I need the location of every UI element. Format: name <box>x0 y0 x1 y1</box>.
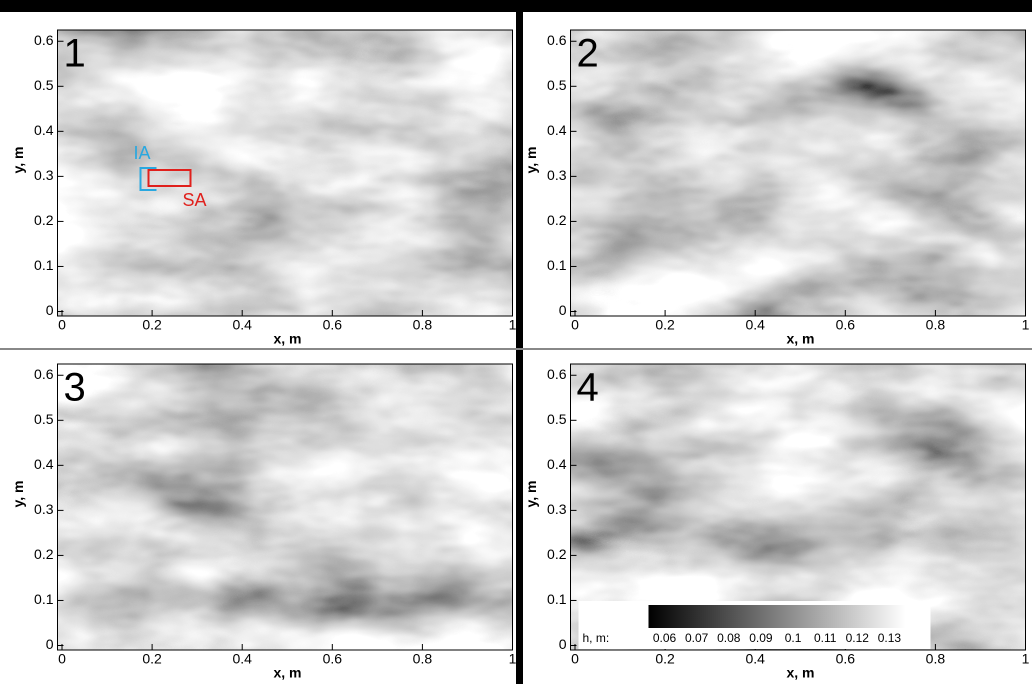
column-divider <box>516 0 523 684</box>
colorbar-tick-label: 0.12 <box>846 631 870 645</box>
x-tick-label: 0.2 <box>655 651 675 667</box>
x-tick-label: 1 <box>509 651 517 667</box>
ia-bracket <box>139 167 157 191</box>
x-tick-label: 0.6 <box>323 651 343 667</box>
plot-frame <box>57 29 513 317</box>
height-field <box>570 30 1026 316</box>
colorbar-tick-label: 0.08 <box>717 631 741 645</box>
x-tick-label: 0.2 <box>142 651 162 667</box>
y-tick-label: 0.4 <box>547 456 567 472</box>
plot-frame <box>570 29 1026 317</box>
y-tick-label: 0.4 <box>547 122 567 138</box>
x-tick-label: 1 <box>509 317 517 333</box>
x-tick-label: 0.8 <box>413 317 433 333</box>
y-tick-label: 0.2 <box>547 546 567 562</box>
y-tick-label: 0.1 <box>34 591 54 607</box>
y-tick-label: 0.2 <box>547 212 567 228</box>
y-axis-label: y, m <box>523 481 539 508</box>
y-tick-label: 0.1 <box>34 257 54 273</box>
plot-frame <box>57 363 513 651</box>
panel-label: 1 <box>64 32 86 76</box>
colorbar <box>648 605 906 628</box>
y-axis-label: y, m <box>10 147 26 174</box>
sa-box <box>147 169 192 187</box>
y-tick-label: 0.3 <box>34 167 54 183</box>
y-tick-label: 0.4 <box>34 456 54 472</box>
panel-label: 4 <box>577 366 599 410</box>
x-tick-label: 0.4 <box>232 317 252 333</box>
y-tick-label: 0.3 <box>547 167 567 183</box>
x-tick-label: 0 <box>58 651 66 667</box>
x-tick-label: 0 <box>571 651 579 667</box>
annotation: IA <box>134 143 151 163</box>
y-tick-label: 0.2 <box>34 546 54 562</box>
height-field <box>57 30 513 316</box>
y-tick-label: 0.1 <box>547 257 567 273</box>
y-tick-label: 0.2 <box>34 212 54 228</box>
x-tick-label: 0.2 <box>655 317 675 333</box>
x-tick-label: 0.8 <box>413 651 433 667</box>
x-axis-label: x, m <box>786 331 814 347</box>
x-tick-label: 1 <box>1022 317 1030 333</box>
y-tick-label: 0.4 <box>34 122 54 138</box>
x-tick-label: 0.2 <box>142 317 162 333</box>
x-tick-label: 1 <box>1022 651 1030 667</box>
plot-frame <box>570 363 1026 651</box>
colorbar-tick-label: 0.09 <box>749 631 773 645</box>
y-tick-label: 0.3 <box>34 501 54 517</box>
x-tick-label: 0.6 <box>323 317 343 333</box>
x-tick-label: 0.4 <box>745 651 765 667</box>
height-field <box>57 364 513 650</box>
y-tick-label: 0.6 <box>34 366 54 382</box>
x-tick-label: 0 <box>571 317 579 333</box>
x-tick-label: 0.6 <box>836 317 856 333</box>
x-tick-label: 0.4 <box>232 651 252 667</box>
y-tick-label: 0 <box>46 302 54 318</box>
y-tick-label: 0.5 <box>547 77 567 93</box>
y-tick-label: 0 <box>46 636 54 652</box>
x-axis-label: x, m <box>786 665 814 681</box>
x-tick-label: 0.4 <box>745 317 765 333</box>
colorbar-tick-label: 0.1 <box>785 631 802 645</box>
y-tick-label: 0.5 <box>34 77 54 93</box>
y-tick-label: 0.6 <box>547 366 567 382</box>
y-axis-label: y, m <box>523 147 539 174</box>
y-tick-label: 0.6 <box>547 32 567 48</box>
panel-label: 3 <box>64 366 86 410</box>
x-axis-label: x, m <box>273 665 301 681</box>
y-axis-label: y, m <box>10 481 26 508</box>
panel-label: 2 <box>577 32 599 76</box>
y-tick-label: 0.5 <box>34 411 54 427</box>
y-tick-label: 0 <box>559 636 567 652</box>
y-tick-label: 0.5 <box>547 411 567 427</box>
colorbar-label: h, m: <box>583 631 610 645</box>
x-tick-label: 0.6 <box>836 651 856 667</box>
x-tick-label: 0 <box>58 317 66 333</box>
y-tick-label: 0.1 <box>547 591 567 607</box>
x-tick-label: 0.8 <box>926 651 946 667</box>
colorbar-tick-label: 0.07 <box>685 631 709 645</box>
x-tick-label: 0.8 <box>926 317 946 333</box>
colorbar-tick-label: 0.06 <box>653 631 677 645</box>
y-tick-label: 0.3 <box>547 501 567 517</box>
annotation: SA <box>183 190 207 210</box>
x-axis-label: x, m <box>273 331 301 347</box>
y-tick-label: 0 <box>559 302 567 318</box>
colorbar-tick-label: 0.11 <box>814 631 837 645</box>
colorbar-tick-label: 0.13 <box>878 631 902 645</box>
y-tick-label: 0.6 <box>34 32 54 48</box>
